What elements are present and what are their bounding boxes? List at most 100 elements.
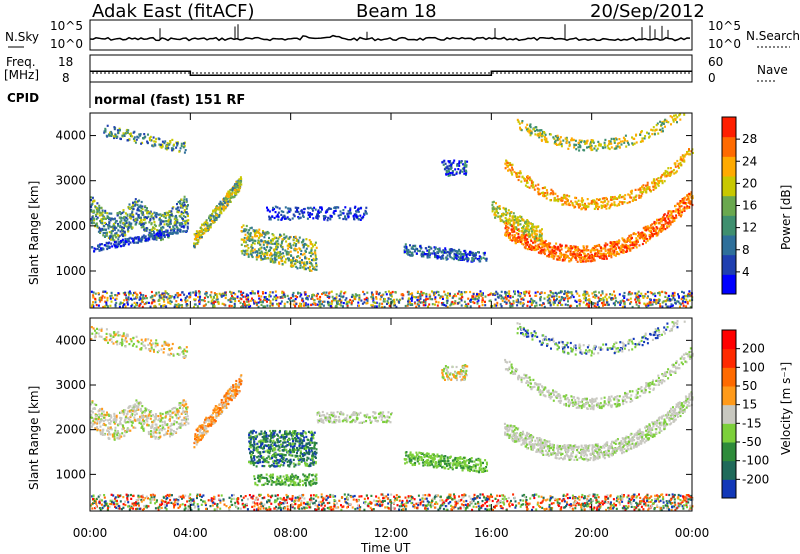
data-point [543,138,546,141]
data-point [115,220,117,223]
data-point [93,250,96,253]
data-point [608,140,611,143]
data-point [109,235,112,239]
data-point [274,255,276,258]
data-point [512,236,515,239]
data-point [651,234,654,237]
data-point [100,218,103,221]
data-point [603,257,606,260]
data-point [541,246,544,249]
data-point [437,250,440,253]
data-point [177,200,180,204]
data-point [511,230,514,233]
data-point [309,242,312,245]
data-point [537,225,540,228]
data-point [195,237,197,240]
data-point [153,223,156,226]
data-point [134,223,137,226]
data-point [528,186,531,189]
data-point [436,290,439,293]
data-point [417,296,420,299]
data-point [288,207,291,210]
data-point [496,304,499,307]
data-point [236,181,239,184]
data-point [619,303,622,306]
data-point [441,161,444,164]
data-point [279,253,282,256]
data-point [203,232,206,235]
data-point [173,228,176,231]
data-point [582,256,585,259]
data-point [124,222,127,225]
data-point [623,141,626,144]
data-point [523,234,526,237]
data-point [186,225,189,228]
data-point [652,185,655,188]
data-point [655,124,658,127]
data-point [522,232,525,235]
data-point [145,238,148,242]
data-point [634,195,637,198]
data-point [268,236,270,240]
data-point [515,221,518,224]
data-point [176,144,179,147]
data-point [321,208,323,211]
data-point [540,191,543,195]
data-point [115,226,118,230]
data-point [627,246,630,249]
data-point [263,247,266,250]
data-point [271,259,274,263]
data-point [637,294,640,297]
data-point [646,181,649,184]
data-point [116,129,119,132]
data-point [176,292,179,295]
data-point [159,221,162,224]
data-point [269,218,272,221]
data-point [302,266,305,269]
data-point [103,228,106,231]
data-point [300,210,303,213]
data-point [567,300,569,303]
data-point [583,294,586,297]
data-point [215,206,217,209]
data-point [203,228,206,231]
data-point [297,251,299,254]
data-point [595,198,598,201]
data-point [126,128,129,132]
data-point [674,210,677,213]
data-point [465,257,467,260]
data-point [117,229,120,232]
data-point [539,292,542,295]
data-point [215,213,218,217]
data-point [308,251,311,254]
data-point [211,298,214,301]
data-point [500,294,503,297]
data-point [153,143,156,146]
data-point [515,241,517,245]
data-point [322,300,324,303]
data-point [337,206,340,209]
data-point [274,236,277,239]
data-point [631,292,634,295]
data-point [294,259,297,262]
data-point [659,176,662,180]
data-point [308,239,311,242]
data-point [422,304,425,307]
data-point [253,231,256,234]
data-point [315,262,318,265]
data-point [270,241,273,244]
data-point [468,252,471,255]
data-point [541,250,544,253]
data-point [210,302,213,305]
data-point [511,305,514,308]
data-point [255,303,258,307]
data-point [425,295,428,298]
data-point [356,294,359,297]
data-point [443,168,446,171]
data-point [216,214,219,217]
data-point [198,230,201,233]
data-point [660,223,663,226]
data-point [288,237,291,240]
data-point [643,137,646,140]
data-point [576,252,579,255]
